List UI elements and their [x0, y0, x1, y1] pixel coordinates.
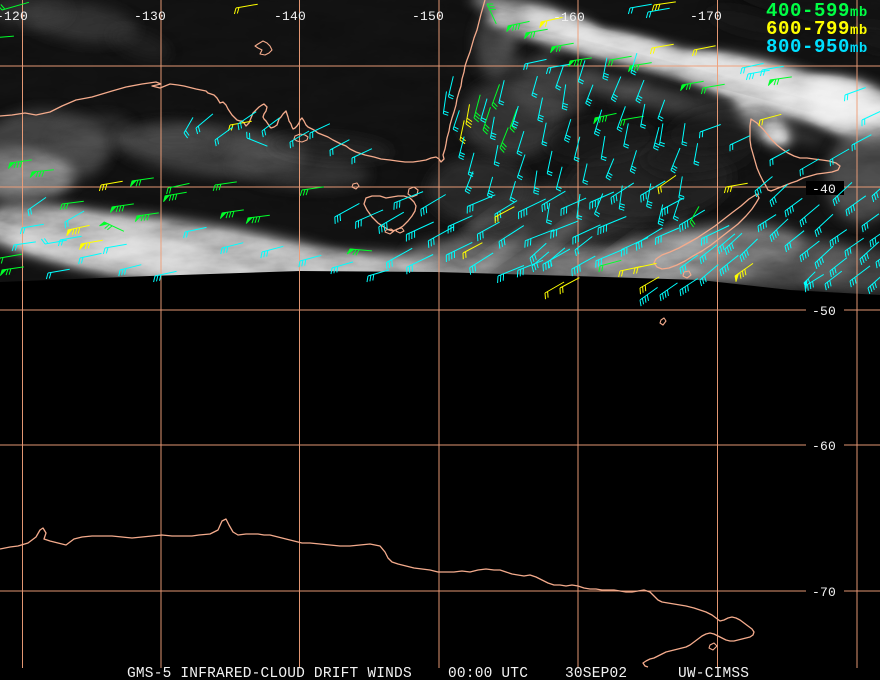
svg-text:-160: -160 [553, 10, 585, 25]
svg-text:00:00 UTC: 00:00 UTC [448, 666, 528, 680]
svg-text:-60: -60 [812, 439, 836, 454]
svg-text:GMS-5 INFRARED-CLOUD DRIFT WIN: GMS-5 INFRARED-CLOUD DRIFT WINDS [127, 666, 412, 680]
svg-text:30SEP02: 30SEP02 [565, 666, 627, 680]
svg-text:400-599mb: 400-599mb [766, 0, 868, 22]
svg-text:-50: -50 [812, 304, 836, 319]
svg-text:-170: -170 [690, 9, 722, 24]
svg-text:-150: -150 [412, 9, 444, 24]
svg-text:600-799mb: 600-799mb [766, 18, 868, 40]
svg-text:-120: -120 [0, 9, 28, 24]
svg-text:800-950mb: 800-950mb [766, 36, 868, 58]
svg-text:-70: -70 [812, 585, 836, 600]
svg-text:-140: -140 [274, 9, 306, 24]
svg-text:-130: -130 [134, 9, 166, 24]
svg-text:UW-CIMSS: UW-CIMSS [678, 666, 749, 680]
svg-text:-40: -40 [812, 182, 836, 197]
